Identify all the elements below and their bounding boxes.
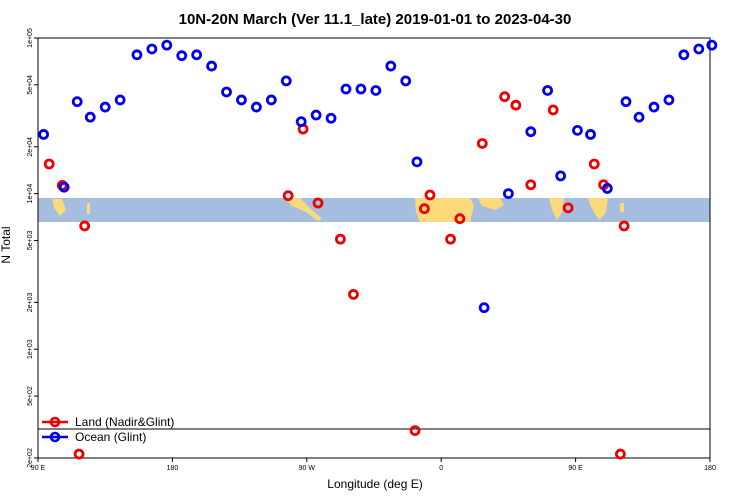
land-point	[445, 233, 456, 245]
ocean-point	[585, 129, 596, 140]
land-point	[615, 448, 626, 460]
x-tick-label: 90 E	[568, 465, 583, 472]
x-axis: 90 E 180 90 W 0 90 E 180	[31, 458, 716, 472]
ocean-point	[525, 126, 537, 138]
ocean-point	[340, 83, 352, 95]
ocean-point	[295, 116, 307, 128]
legend-ocean-marker	[49, 431, 61, 443]
land-point	[618, 220, 630, 232]
data-points	[38, 39, 718, 460]
ocean-point	[633, 111, 645, 123]
ocean-point	[706, 39, 718, 51]
ocean-point	[99, 101, 111, 113]
land-indochina	[588, 198, 608, 220]
legend-ocean-label: Ocean (Glint)	[75, 430, 146, 444]
ocean-point	[411, 156, 423, 168]
ocean-point	[58, 181, 70, 193]
y-axis-label: N Total	[0, 226, 13, 263]
ocean-point	[370, 85, 382, 96]
y-tick-label: 2e+04	[27, 137, 34, 157]
ocean-point	[131, 49, 143, 61]
land-point	[588, 158, 600, 170]
y-tick-label: 1e+05	[27, 28, 34, 48]
land-arabia	[478, 198, 504, 210]
ocean-point	[310, 109, 322, 121]
land-luzon	[52, 199, 66, 216]
land-point	[43, 158, 55, 170]
land-india	[549, 198, 564, 220]
ocean-point	[663, 94, 675, 106]
y-tick-label: 1e+04	[27, 184, 34, 204]
legend: Land (Nadir&Glint) Ocean (Glint)	[42, 415, 174, 444]
land-point	[282, 190, 294, 202]
ocean-point	[572, 124, 583, 136]
ocean-point	[693, 43, 705, 55]
ocean-point	[146, 43, 158, 55]
ocean-point	[648, 101, 660, 113]
ocean-point	[355, 83, 367, 95]
y-tick-label: 5e+04	[27, 75, 34, 95]
land-point	[409, 425, 421, 436]
ocean-point	[678, 49, 690, 61]
ocean-point	[265, 94, 277, 106]
ocean-point	[161, 39, 173, 51]
ocean-point	[206, 60, 218, 72]
ocean-point	[191, 49, 203, 61]
land-point	[334, 233, 346, 245]
ocean-band	[38, 198, 710, 222]
ocean-point	[620, 96, 632, 108]
y-tick-label: 2e+03	[27, 292, 34, 312]
land-central-america	[284, 198, 322, 221]
x-axis-label: Longitude (deg E)	[327, 477, 422, 491]
x-tick-label: 180	[167, 465, 179, 472]
ocean-point	[250, 101, 262, 113]
ocean-point	[325, 112, 337, 124]
land-point	[547, 104, 559, 116]
y-axis: 2e+02 5e+02 1e+03 2e+03 5e+03 1e+04 2e+04 5e+04…	[27, 28, 38, 468]
ocean-point	[236, 94, 247, 106]
x-tick-label: 90 W	[299, 465, 316, 472]
y-tick-label: 1e+03	[27, 339, 34, 359]
ocean-point	[280, 75, 292, 87]
land-point	[312, 197, 324, 209]
y-tick-label: 5e+03	[27, 231, 34, 251]
map-backdrop	[38, 198, 710, 222]
land-point	[424, 189, 436, 201]
legend-land-marker	[49, 416, 61, 428]
legend-land-label: Land (Nadir&Glint)	[75, 415, 174, 429]
y-tick-label: 5e+02	[27, 386, 34, 406]
land-point	[79, 220, 91, 232]
ocean-point	[400, 75, 412, 87]
land-point	[476, 138, 488, 149]
x-tick-label: 0	[439, 465, 443, 472]
ocean-point	[542, 85, 553, 96]
ocean-point	[601, 183, 613, 194]
land-point	[510, 99, 522, 111]
chart-title: 10N-20N March (Ver 11.1_late) 2019-01-01…	[179, 11, 572, 28]
land-point	[73, 448, 85, 460]
ocean-point	[71, 96, 83, 108]
plot-frame	[37, 37, 711, 459]
land-point	[454, 213, 466, 225]
ocean-point	[502, 188, 514, 200]
land-point	[418, 203, 430, 215]
x-tick-label: 90 E	[31, 465, 46, 472]
land-point	[525, 179, 537, 191]
ocean-point	[478, 302, 490, 314]
land-point	[499, 91, 511, 103]
y-tick-label: 2e+02	[27, 448, 34, 468]
ocean-point	[38, 129, 49, 140]
ocean-point	[221, 86, 232, 98]
land-point	[348, 289, 359, 300]
land-point	[562, 202, 574, 214]
ocean-point	[84, 111, 96, 123]
x-tick-label: 180	[704, 465, 716, 472]
ocean-point	[176, 50, 188, 62]
ocean-point	[385, 60, 397, 72]
ocean-point	[114, 94, 126, 106]
ocean-point	[555, 170, 567, 182]
